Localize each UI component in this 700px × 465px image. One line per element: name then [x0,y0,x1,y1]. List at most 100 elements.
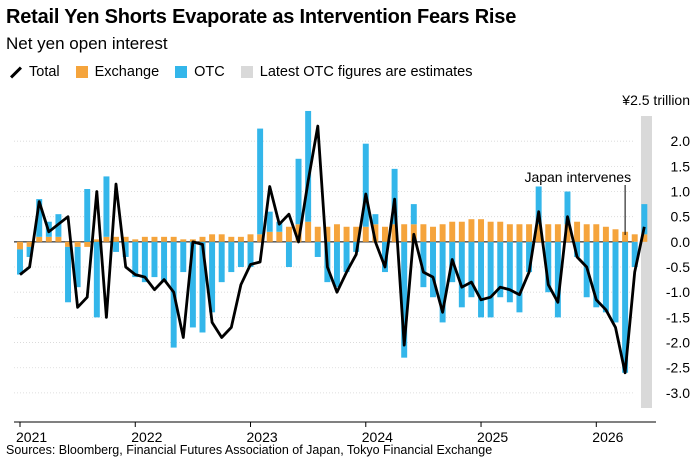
legend-label-exchange: Exchange [94,64,160,80]
exchange-bar [564,224,571,242]
otc-bar [93,241,100,318]
exchange-bar [276,231,283,242]
x-tick-label: 2021 [16,429,47,445]
otc-bar [401,241,408,358]
otc-bar [199,241,206,333]
exchange-bar [122,236,129,242]
otc-bar [209,241,216,313]
otc-bar [391,168,398,225]
exchange-bar [247,234,254,242]
otc-bar [362,143,369,227]
exchange-bar [103,236,110,242]
otc-bar [574,241,581,257]
exchange-bar [55,236,62,242]
otc-bar [612,241,619,323]
estimate-swatch-icon [240,66,253,78]
otc-bar [535,186,542,225]
exchange-bar [554,224,561,242]
exchange-bar [506,224,513,242]
exchange-bar [641,234,648,242]
exchange-bar [161,236,168,242]
otc-swatch-icon [175,66,188,78]
otc-bar [487,241,494,318]
otc-bar [622,241,629,373]
otc-bar [545,241,552,293]
exchange-bar [74,241,81,247]
exchange-bar [449,221,456,242]
exchange-bar [362,226,369,242]
exchange-bar [468,219,475,242]
otc-bar [151,241,158,278]
exchange-bar [237,236,244,242]
legend-item-exchange: Exchange [75,64,160,80]
otc-bar [468,241,475,298]
legend-label-estimates: Latest OTC figures are estimates [259,64,473,80]
annotation-label: Japan intervenes [524,169,631,185]
chart-title: Retail Yen Shorts Evaporate as Intervent… [6,6,517,28]
exchange-bar [420,224,427,242]
otc-bar [593,241,600,308]
otc-bar [631,241,638,268]
otc-bar [257,128,264,235]
exchange-bar [535,224,542,242]
otc-bar [564,191,571,225]
exchange-bar [170,236,177,242]
otc-bar [430,241,436,298]
exchange-bar [26,241,33,247]
otc-bar [266,211,273,232]
otc-bar [103,176,110,237]
y-tick-label: 1.0 [671,184,691,200]
otc-bar [276,221,283,232]
exchange-bar [545,224,552,242]
otc-bar [84,189,91,242]
exchange-bar [631,234,638,242]
y-tick-label: -2.0 [666,335,690,351]
x-tick-label: 2024 [362,429,393,445]
otc-bar [382,241,388,273]
exchange-bar [132,239,139,242]
otc-bar [343,241,350,273]
otc-bar [237,241,244,268]
otc-bar [218,241,225,283]
exchange-bar [228,236,235,242]
exchange-bar [199,236,206,242]
exchange-bar [602,226,609,242]
exchange-bar [458,221,465,242]
exchange-bar [314,226,321,242]
otc-bar [65,246,72,303]
exchange-bar [180,239,187,242]
exchange-swatch-icon [75,66,88,78]
otc-bar [516,241,523,313]
exchange-bar [574,221,581,242]
exchange-bar [497,221,504,242]
exchange-bar [65,241,72,247]
otc-bar [295,158,302,225]
x-tick-label: 2025 [477,429,508,445]
exchange-bar [45,236,52,242]
legend-item-estimates: Latest OTC figures are estimates [240,64,473,80]
legend-label-otc: OTC [194,64,225,80]
exchange-bar [583,224,590,242]
exchange-bar [257,234,264,242]
otc-bar [478,241,485,318]
y-tick-label: 0.5 [671,209,691,225]
otc-bar [506,241,513,303]
otc-bar [36,199,43,237]
exchange-bar [113,236,120,242]
y-tick-label: 1.5 [671,158,691,174]
otc-bar [247,241,254,268]
otc-bar [122,241,129,257]
exchange-bar [17,241,23,250]
otc-bar [420,241,427,288]
exchange-bar [333,224,340,242]
exchange-bar [439,224,446,242]
otc-bar [314,241,321,257]
estimate-shade [640,116,652,408]
otc-bar [74,246,81,288]
otc-bar [458,241,465,308]
otc-bar [497,241,504,298]
y-tick-label: -1.5 [666,309,690,325]
otc-bar [333,241,340,288]
exchange-bar [382,226,388,242]
exchange-bar [285,226,292,242]
